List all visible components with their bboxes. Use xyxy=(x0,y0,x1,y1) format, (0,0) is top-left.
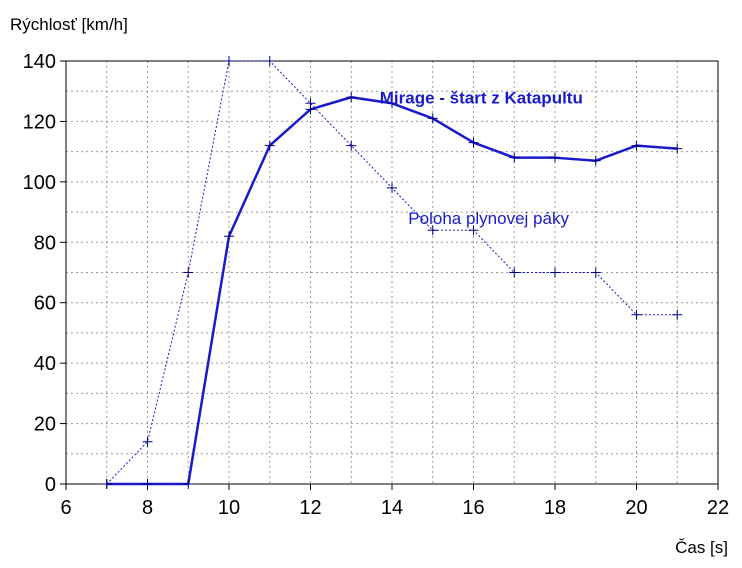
series-1-point xyxy=(183,267,194,278)
x-tick-label: 22 xyxy=(707,497,729,519)
series-1-point xyxy=(142,436,153,447)
series-1-point xyxy=(631,309,642,320)
series-1-point xyxy=(101,479,112,489)
y-tick-label: 80 xyxy=(34,232,56,254)
x-axis-label: Čas [s] xyxy=(675,538,728,557)
series-1-point xyxy=(468,225,479,236)
series-1-point xyxy=(264,56,275,66)
y-tick-label: 40 xyxy=(34,353,56,375)
x-tick-label: 14 xyxy=(381,497,403,519)
y-tick-label: 120 xyxy=(23,111,56,133)
series-1-point xyxy=(387,182,397,193)
series-layer xyxy=(101,56,683,489)
grid xyxy=(66,61,718,484)
series-0-point xyxy=(427,113,438,124)
series-0-point xyxy=(346,92,357,103)
series-0-point xyxy=(631,140,642,151)
y-axis-label: Rýchlosť [km/h] xyxy=(10,15,128,34)
y-tick-label: 140 xyxy=(23,51,56,73)
y-tick-label: 60 xyxy=(34,293,56,315)
series-0-point xyxy=(387,98,397,109)
series-0-point xyxy=(672,143,683,154)
x-tick-label: 8 xyxy=(142,497,153,519)
x-tick-label: 10 xyxy=(218,497,240,519)
x-tick-label: 16 xyxy=(462,497,484,519)
annotation-0: Mirage - štart z Katapultu xyxy=(380,88,583,107)
y-tick-label: 20 xyxy=(34,414,56,436)
series-0-point xyxy=(509,152,520,163)
y-tick-label: 100 xyxy=(23,172,56,194)
x-tick-label: 20 xyxy=(625,497,647,519)
series-0-point xyxy=(224,231,234,242)
series-1-point xyxy=(509,267,520,278)
x-tick-label: 12 xyxy=(299,497,321,519)
annotations: Mirage - štart z Katapultu Poloha plynove… xyxy=(380,88,583,228)
x-tick-label: 6 xyxy=(60,497,71,519)
series-1-point xyxy=(427,225,438,236)
series-0-point xyxy=(264,140,275,151)
series-1-point xyxy=(346,140,357,151)
x-axis-ticks: 6 8 10 12 14 16 18 20 22 xyxy=(60,484,729,519)
series-0-point xyxy=(468,137,479,148)
series-0-point xyxy=(183,479,194,489)
annotation-1: Poloha plynovej páky xyxy=(408,209,569,228)
series-1-point xyxy=(550,267,560,278)
series-1-point xyxy=(590,267,601,278)
x-tick-label: 18 xyxy=(544,497,566,519)
series-1-point xyxy=(672,309,683,320)
series-0-point xyxy=(590,155,601,166)
series-0-point xyxy=(142,479,153,489)
series-0-point xyxy=(550,152,560,163)
y-tick-label: 0 xyxy=(45,474,56,496)
series-1-point xyxy=(305,98,316,109)
y-axis-ticks: 0 20 40 60 80 100 120 140 xyxy=(23,51,66,496)
series-line-0 xyxy=(106,96,678,486)
series-1-point xyxy=(224,56,234,66)
